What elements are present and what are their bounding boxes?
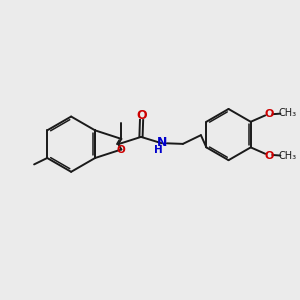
Text: CH₃: CH₃ [279,152,297,161]
Text: O: O [265,151,274,160]
Text: O: O [265,109,274,118]
Text: H: H [154,145,163,155]
Text: O: O [117,145,126,155]
Text: O: O [136,109,147,122]
Text: N: N [157,136,167,148]
Text: CH₃: CH₃ [279,108,297,118]
